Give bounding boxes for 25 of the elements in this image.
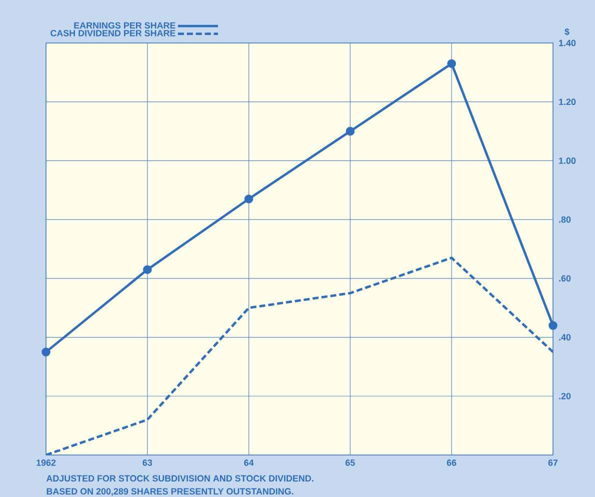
x-tick-label: 66: [446, 459, 456, 466]
point: [143, 265, 152, 274]
y-tick-label: 1.40: [559, 40, 576, 46]
y-tick-label: 1.20: [559, 98, 576, 106]
x-tick-label: 1962: [36, 459, 56, 466]
point: [548, 321, 558, 330]
y-tick-label: .60: [559, 275, 571, 282]
y-axis-title: $: [564, 28, 570, 36]
x-tick-label: 64: [244, 459, 254, 466]
x-tick-label: 65: [346, 459, 355, 466]
text: ADJUSTED FOR STOCK SUBDIVISION AND STOCK DIVIDEND.: [46, 475, 314, 482]
x-tick-label: 63: [142, 459, 152, 466]
y-tick-label: .80: [559, 216, 571, 223]
point: [447, 59, 456, 68]
point: [42, 348, 50, 356]
point: [346, 126, 355, 136]
text: BASED ON 200,289 SHARES PRESENTLY OUTSTANDING.: [46, 488, 294, 496]
y-tick-label: .40: [559, 334, 571, 340]
y-tick-label: 1.00: [559, 158, 576, 164]
y-tick-label: .20: [559, 392, 571, 400]
point: [244, 194, 254, 204]
legend-label: EARNINGS PER SHARE: [74, 22, 176, 29]
legend-label: CASH DIVIDEND PER SHARE: [50, 30, 176, 36]
line-series: [46, 256, 553, 455]
x-tick-label: 67: [548, 459, 558, 466]
